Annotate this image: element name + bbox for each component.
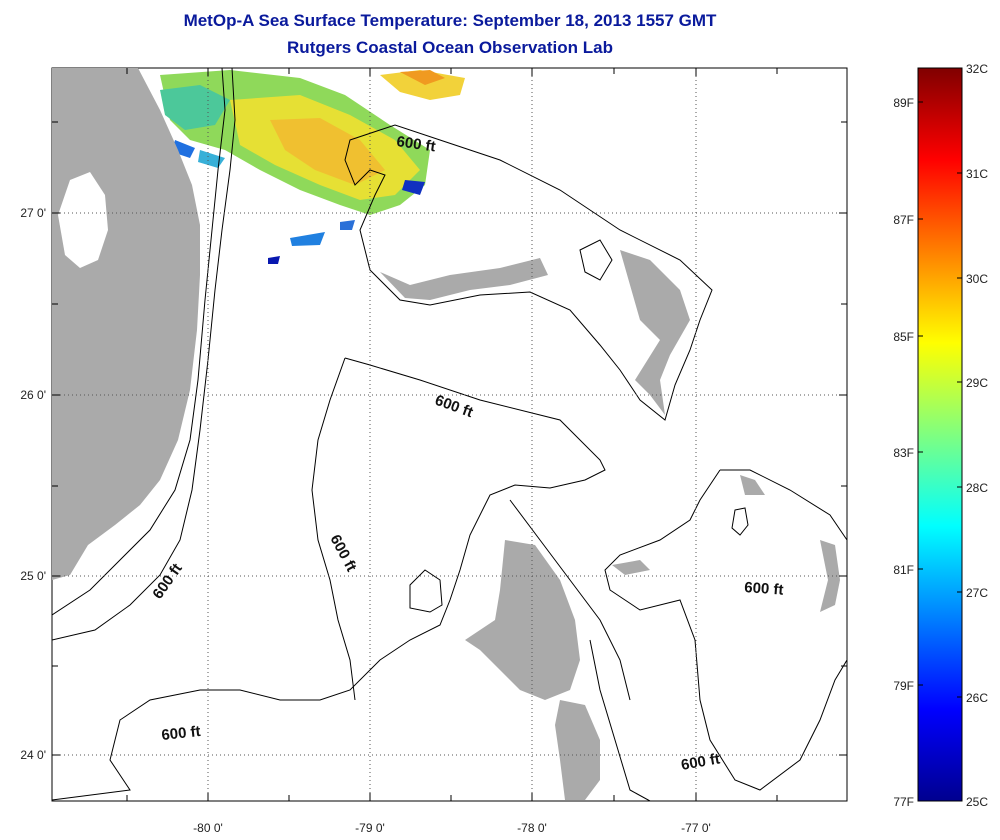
colorbar-fahrenheit-label: 87F bbox=[893, 213, 914, 227]
colorbar-celsius-label: 27C bbox=[966, 586, 988, 600]
longitude-label: -77 0' bbox=[681, 821, 711, 835]
colorbar-celsius-label: 32C bbox=[966, 62, 988, 76]
colorbar-celsius-label: 29C bbox=[966, 376, 988, 390]
latitude-label: 27 0' bbox=[20, 206, 46, 220]
latitude-label: 25 0' bbox=[20, 569, 46, 583]
isobath-label: 600 ft bbox=[744, 579, 784, 599]
longitude-label: -79 0' bbox=[355, 821, 385, 835]
colorbar-celsius-label: 30C bbox=[966, 272, 988, 286]
longitude-label: -80 0' bbox=[193, 821, 223, 835]
colorbar-celsius-label: 26C bbox=[966, 691, 988, 705]
colorbar: 32C 31C 30C 29C 28C 27C 26C 25C 89F 87F … bbox=[893, 62, 988, 809]
longitude-label: -78 0' bbox=[517, 821, 547, 835]
graticule bbox=[52, 68, 847, 801]
colorbar-fahrenheit-label: 85F bbox=[893, 330, 914, 344]
colorbar-fahrenheit-label: 77F bbox=[893, 795, 914, 809]
land-abaco bbox=[620, 250, 690, 415]
colorbar-fahrenheit-label: 89F bbox=[893, 96, 914, 110]
isobath-label: 600 ft bbox=[395, 133, 436, 155]
lake-okeechobee bbox=[58, 172, 108, 268]
colorbar-fahrenheit-label: 81F bbox=[893, 563, 914, 577]
land-grand-bahama bbox=[380, 258, 548, 300]
colorbar-celsius-label: 31C bbox=[966, 167, 988, 181]
colorbar-fahrenheit-label: 79F bbox=[893, 679, 914, 693]
colorbar-gradient bbox=[917, 67, 963, 802]
isobath-600ft bbox=[52, 68, 847, 801]
colorbar-fahrenheit-label: 83F bbox=[893, 446, 914, 460]
land-andros-south bbox=[555, 700, 600, 800]
latitude-label: 26 0' bbox=[20, 388, 46, 402]
map-subtitle: Rutgers Coastal Ocean Observation Lab bbox=[287, 38, 613, 57]
isobath-label: 600 ft bbox=[680, 750, 722, 774]
colorbar-celsius-label: 25C bbox=[966, 795, 988, 809]
colorbar-celsius-label: 28C bbox=[966, 481, 988, 495]
land-eleuthera bbox=[740, 475, 765, 495]
land-andros bbox=[465, 540, 580, 700]
map-title: MetOp-A Sea Surface Temperature: Septemb… bbox=[183, 11, 717, 30]
latitude-label: 24 0' bbox=[20, 748, 46, 762]
land-cat-island bbox=[820, 540, 840, 612]
land-new-providence bbox=[612, 560, 650, 575]
sst-swath bbox=[64, 70, 465, 264]
isobath-label: 600 ft bbox=[161, 723, 202, 744]
